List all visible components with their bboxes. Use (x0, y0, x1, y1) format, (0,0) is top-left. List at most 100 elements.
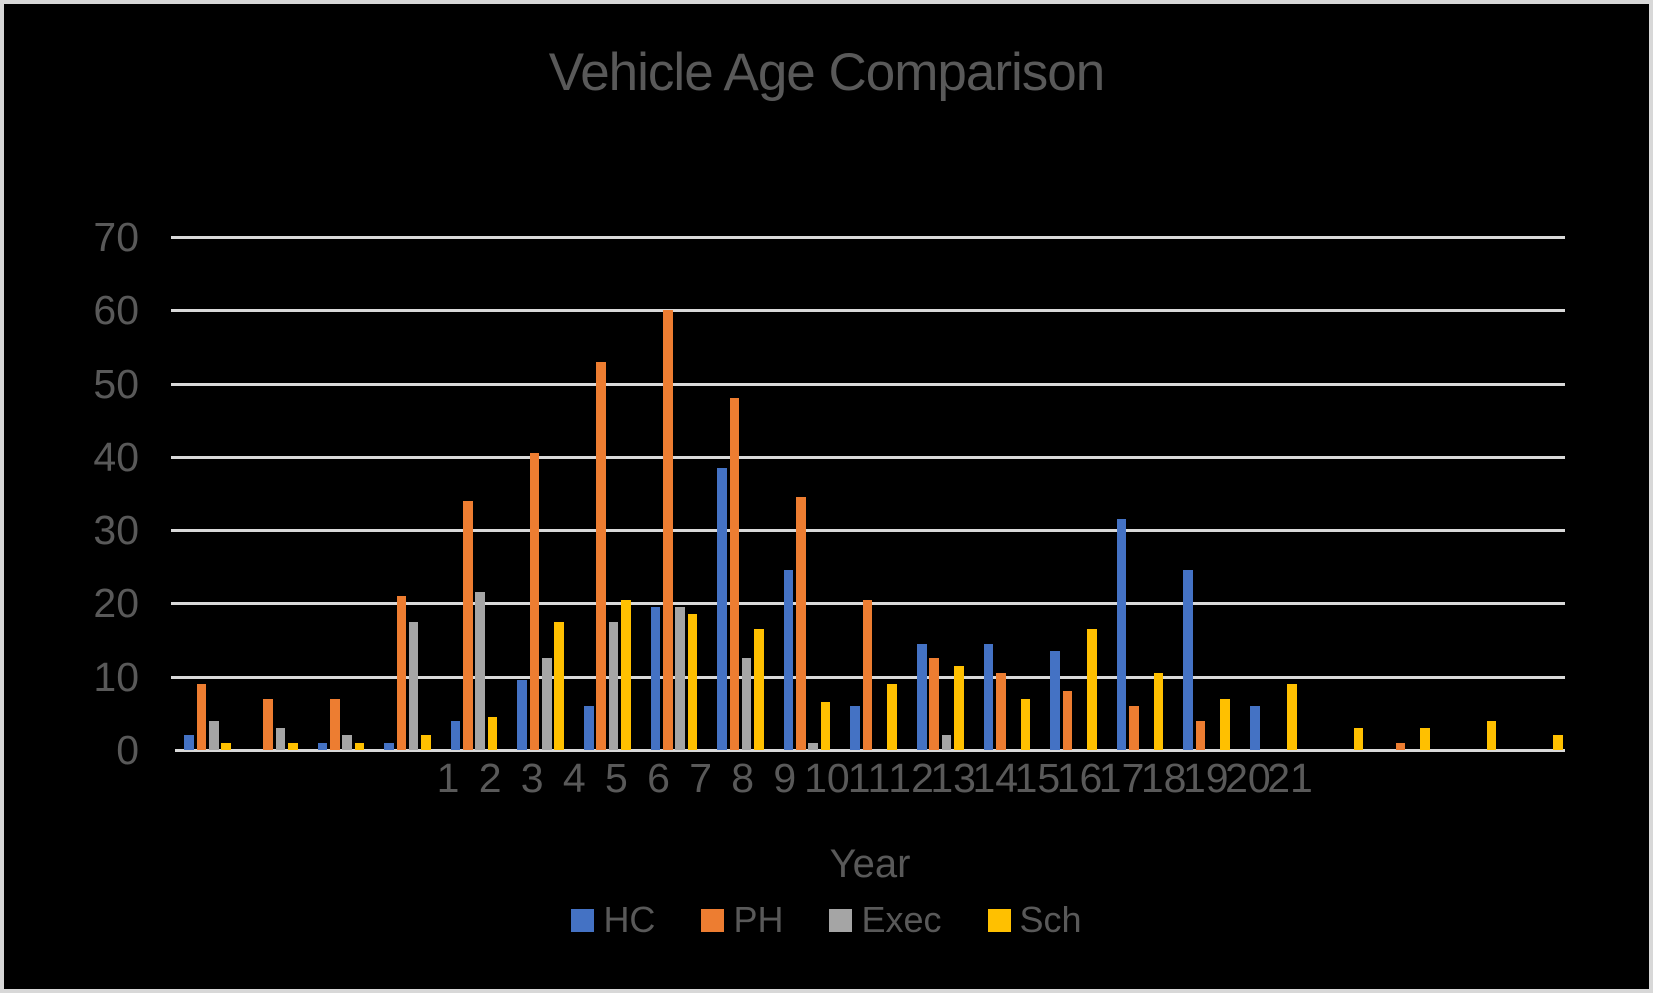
bar-Sch-10 (820, 702, 831, 750)
bar-PH-13 (995, 673, 1006, 750)
bar-HC-9 (717, 467, 727, 750)
bar-Exec-12 (941, 735, 952, 750)
legend-item-HC: HC (571, 902, 655, 938)
bar-Exec-10 (808, 742, 819, 750)
legend-label-PH: PH (733, 899, 784, 940)
bar-Sch-4 (421, 735, 431, 750)
bar-Exec-2 (275, 728, 286, 750)
bar-HC-7 (584, 706, 594, 750)
bar-PH-12 (929, 658, 939, 750)
x-tick-label-3: 3 (520, 755, 544, 801)
bar-Sch-3 (354, 742, 365, 750)
bar-Sch-14 (1087, 629, 1097, 750)
y-tick-label-20: 20 (93, 580, 139, 627)
x-tick-label-10: 10 (804, 755, 850, 801)
bar-PH-5 (463, 500, 473, 750)
bar-Sch-13 (1020, 698, 1031, 750)
legend-swatch-HC (571, 908, 595, 932)
legend-item-Exec: Exec (829, 902, 942, 938)
bar-Sch-8 (687, 614, 698, 750)
bar-PH-6 (529, 453, 540, 750)
bar-PH-19 (1395, 742, 1406, 750)
bar-Exec-8 (675, 607, 685, 750)
bar-PH-16 (1195, 720, 1206, 750)
bar-Sch-19 (1420, 728, 1430, 750)
y-tick-label-10: 10 (93, 653, 139, 700)
bar-PH-1 (196, 684, 207, 750)
bar-Sch-21 (1553, 735, 1563, 750)
bar-HC-3 (317, 742, 328, 750)
bar-HC-17 (1250, 706, 1260, 750)
gridline-y30 (171, 529, 1565, 533)
bar-Sch-7 (620, 599, 631, 750)
x-tick-label-8: 8 (731, 755, 755, 801)
bar-PH-3 (329, 698, 340, 750)
x-tick-label-13: 13 (930, 755, 976, 801)
bar-Exec-4 (408, 621, 419, 750)
gridline-y70 (171, 235, 1565, 239)
bar-HC-12 (917, 643, 927, 750)
bar-HC-6 (517, 680, 528, 750)
plot-area: 0 10 20 30 40 50 60 70 1 2 3 4 5 6 7 8 9 10 11 12 13 14 15 16 17… (4, 4, 1649, 989)
bar-Sch-5 (487, 717, 498, 750)
bar-HC-10 (783, 570, 794, 750)
bar-Exec-9 (741, 658, 752, 750)
gridline-y40 (171, 455, 1565, 459)
bar-Sch-6 (554, 621, 564, 750)
x-tick-label-2: 2 (478, 755, 502, 801)
bar-PH-14 (1062, 691, 1073, 750)
legend-swatch-Exec (829, 908, 853, 932)
x-tick-label-21: 21 (1267, 755, 1313, 801)
bar-PH-15 (1129, 706, 1139, 750)
chart-title: Vehicle Age Comparison (548, 43, 1105, 102)
gridline-y50 (171, 382, 1565, 386)
bar-Sch-15 (1153, 673, 1164, 750)
x-tick-label-9: 9 (773, 755, 797, 801)
legend-item-Sch: Sch (987, 899, 1082, 940)
legend-label-HC: HC (603, 899, 656, 940)
legend-label-Sch: Sch (1019, 899, 1082, 940)
bar-Exec-7 (608, 621, 619, 750)
x-tick-label-6: 6 (647, 755, 670, 801)
y-tick-label-40: 40 (93, 433, 139, 480)
bar-HC-8 (650, 607, 661, 750)
y-tick-label-60: 60 (93, 287, 139, 334)
bar-Sch-2 (287, 742, 298, 750)
bar-Exec-6 (542, 658, 552, 750)
x-tick-label-1: 1 (436, 755, 460, 801)
x-tick-label-5: 5 (604, 755, 628, 801)
legend-swatch-PH (701, 908, 725, 932)
x-tick-label-17: 17 (1098, 755, 1145, 801)
y-tick-label-0: 0 (116, 727, 139, 773)
bar-PH-4 (396, 596, 407, 750)
x-axis-line (175, 749, 1565, 752)
x-tick-label-4: 4 (562, 755, 586, 801)
bar-HC-11 (850, 706, 861, 750)
legend: HC PH Exec Sch (4, 902, 1649, 938)
y-tick-label-70: 70 (93, 213, 139, 260)
bar-HC-13 (983, 643, 994, 750)
bar-Sch-16 (1220, 698, 1230, 750)
bar-Sch-17 (1286, 684, 1297, 750)
bar-PH-11 (862, 599, 873, 750)
y-tick-label-50: 50 (93, 360, 139, 407)
bar-Sch-1 (221, 742, 231, 750)
bar-Sch-9 (754, 629, 764, 750)
bar-Exec-3 (342, 735, 352, 750)
bar-PH-2 (263, 698, 273, 750)
bar-Sch-20 (1486, 720, 1497, 750)
bar-Sch-12 (953, 665, 964, 750)
bar-HC-15 (1116, 519, 1127, 750)
bar-PH-9 (729, 398, 740, 750)
bar-Exec-1 (209, 720, 219, 750)
x-axis-title: Year (829, 842, 911, 886)
bar-Sch-18 (1353, 728, 1364, 750)
x-tick-label-16: 16 (1056, 755, 1103, 801)
legend-item-PH: PH (701, 902, 783, 938)
x-tick-label-18: 18 (1140, 755, 1187, 801)
bar-HC-5 (450, 720, 461, 750)
bar-PH-7 (596, 361, 606, 750)
bar-HC-16 (1183, 570, 1194, 750)
bar-PH-10 (796, 497, 806, 750)
